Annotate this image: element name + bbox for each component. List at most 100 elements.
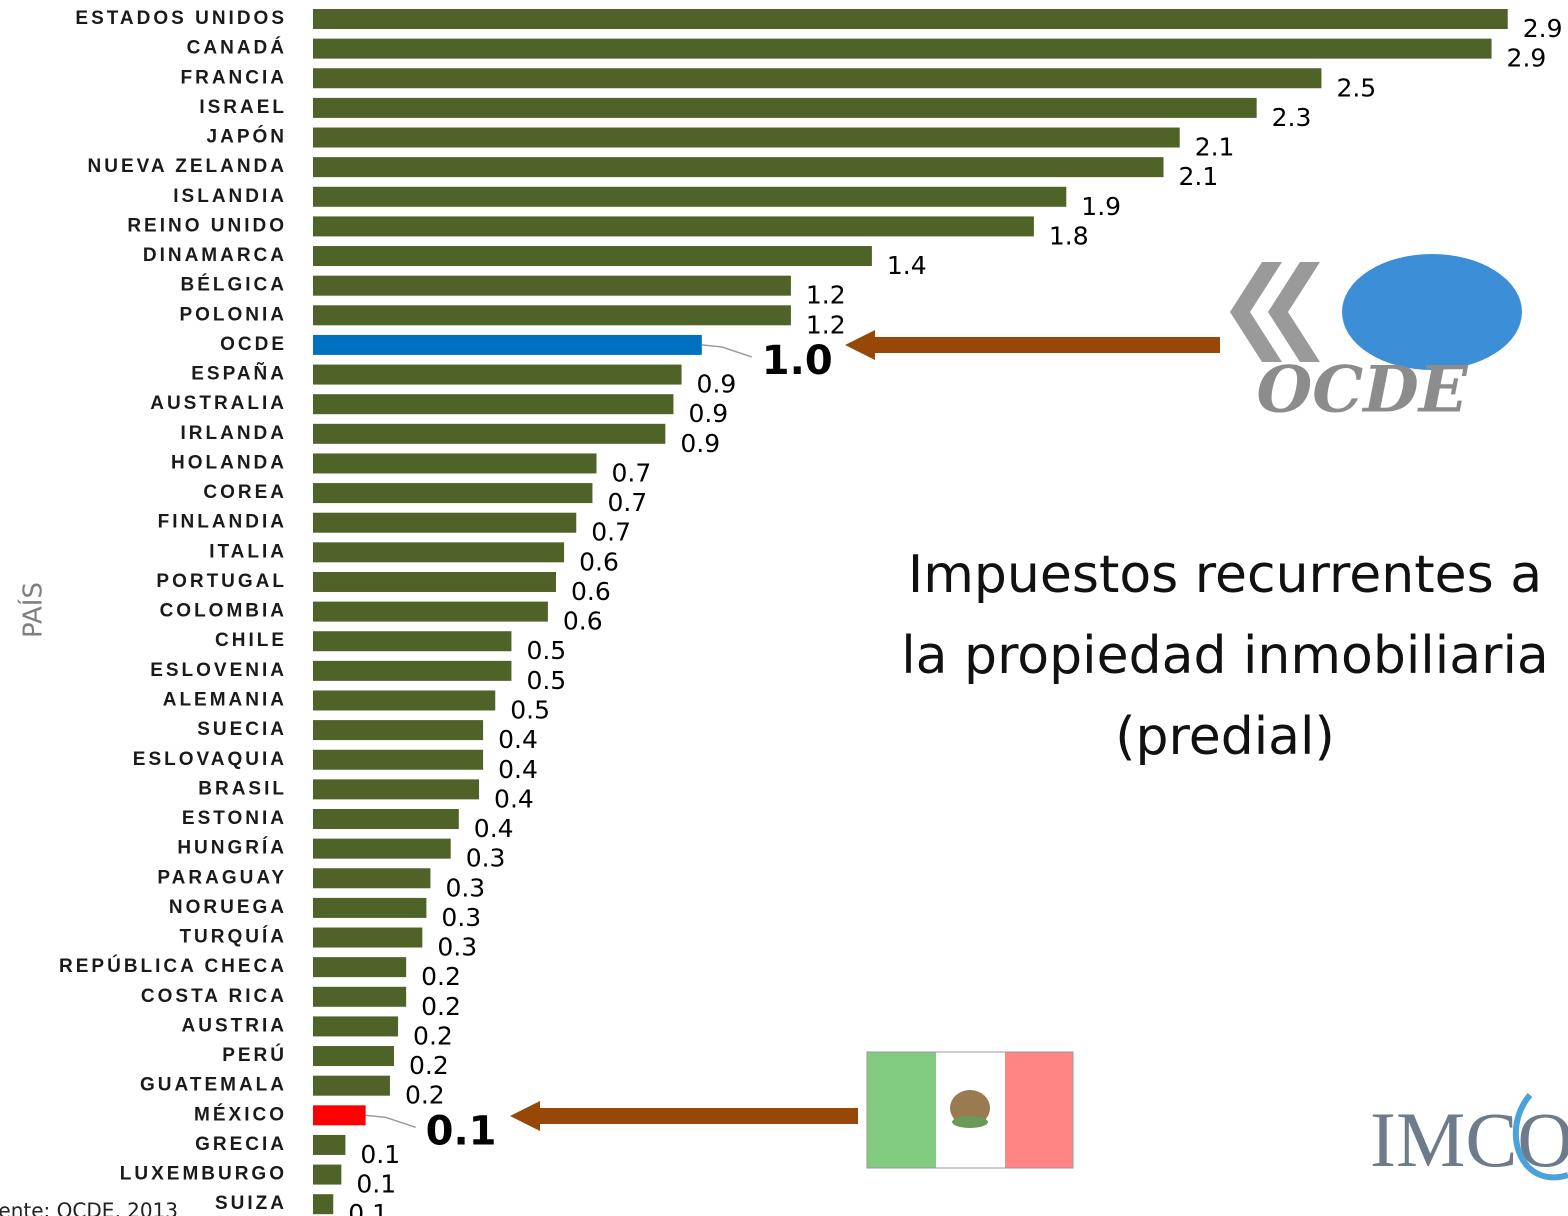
bar — [313, 720, 484, 741]
bar — [313, 631, 512, 652]
mexico-flag — [866, 1051, 1074, 1169]
bar — [313, 38, 1492, 59]
imco-logo: IMCO — [1370, 1093, 1568, 1183]
bar — [313, 749, 484, 770]
y-tick-label: ESTADOS UNIDOS — [75, 8, 287, 29]
bar — [313, 690, 496, 711]
y-tick-label: PERÚ — [222, 1044, 287, 1066]
data-label: 2.9 — [1523, 14, 1563, 43]
bar — [313, 986, 407, 1007]
data-label: 0.3 — [437, 933, 477, 962]
logo-text: OCDE — [1257, 353, 1469, 428]
data-label: 0.1 — [348, 1199, 388, 1216]
bar — [313, 157, 1164, 178]
bar — [313, 1075, 390, 1096]
data-label: 1.9 — [1081, 192, 1121, 221]
y-tick-label: DINAMARCA — [143, 245, 287, 266]
y-tick-label: AUSTRIA — [182, 1015, 287, 1036]
y-tick-label: LUXEMBURGO — [120, 1164, 287, 1185]
y-tick-label: NORUEGA — [169, 897, 287, 918]
arrow — [510, 1101, 858, 1131]
data-label: 2.1 — [1179, 162, 1219, 191]
bar — [313, 542, 565, 563]
data-label: 0.2 — [413, 1021, 453, 1050]
bar — [313, 897, 427, 918]
bar — [313, 216, 1034, 237]
y-tick-label: ESTONIA — [182, 808, 287, 829]
bar — [313, 305, 791, 326]
bar — [313, 483, 593, 504]
bar — [313, 127, 1180, 148]
y-tick-label: CANADÁ — [187, 37, 287, 59]
data-label: 0.9 — [697, 370, 737, 399]
y-tick-label: COLOMBIA — [160, 601, 287, 622]
data-label: 2.1 — [1195, 133, 1235, 162]
y-tick-label: ESPAÑA — [191, 363, 287, 385]
data-label: 0.3 — [441, 903, 481, 932]
data-label: 0.7 — [591, 518, 631, 547]
y-tick-label: JAPÓN — [207, 126, 287, 148]
bar — [313, 1134, 346, 1155]
data-label: 0.6 — [563, 607, 603, 636]
y-tick-label: ESLOVENIA — [150, 660, 287, 681]
bar — [313, 1194, 334, 1215]
bar — [313, 927, 423, 948]
y-tick-label: OCDE — [220, 334, 287, 355]
y-tick-label: GUATEMALA — [140, 1075, 287, 1096]
data-label: 0.2 — [409, 1051, 449, 1080]
y-tick-label: SUECIA — [197, 719, 287, 740]
data-label: 2.5 — [1336, 73, 1376, 102]
y-tick-label: CHILE — [215, 630, 287, 651]
y-tick-label: COREA — [203, 482, 287, 503]
bar — [313, 364, 682, 385]
data-label: 1.2 — [806, 281, 846, 310]
y-axis-label: PAÍS — [17, 582, 49, 638]
bar — [313, 957, 407, 978]
y-tick-label: PARAGUAY — [157, 867, 287, 888]
bar — [313, 9, 1508, 29]
bar — [313, 868, 431, 889]
data-label: 0.7 — [607, 488, 647, 517]
bar — [313, 275, 791, 296]
brand-text: IMCO — [1370, 1096, 1568, 1183]
y-tick-label: ESLOVAQUIA — [133, 749, 287, 770]
bar — [313, 571, 556, 592]
bar — [313, 68, 1322, 89]
data-label: 0.6 — [579, 547, 619, 576]
bar — [313, 453, 597, 474]
data-label: 0.7 — [612, 458, 652, 487]
data-label: 0.1 — [360, 1140, 400, 1169]
data-label: 0.3 — [466, 844, 506, 873]
y-tick-label: BRASIL — [198, 778, 287, 799]
data-label: 1.2 — [806, 310, 846, 339]
data-label: 0.2 — [421, 992, 461, 1021]
data-label: 1.8 — [1049, 221, 1089, 250]
bar — [313, 809, 459, 830]
bar — [313, 1046, 394, 1067]
bar — [313, 512, 577, 533]
y-tick-label: ISLANDIA — [173, 186, 287, 207]
data-label: 0.4 — [474, 814, 514, 843]
data-label: 0.9 — [688, 399, 728, 428]
arrow — [845, 330, 1220, 360]
data-label: 0.1 — [426, 1108, 497, 1154]
data-label: 0.4 — [494, 784, 534, 813]
leader-line — [365, 1114, 416, 1129]
data-label: 0.2 — [421, 962, 461, 991]
bar — [313, 779, 480, 800]
y-tick-label: HOLANDA — [171, 452, 287, 473]
data-label: 2.9 — [1507, 44, 1547, 73]
data-label: 0.5 — [510, 695, 550, 724]
bar — [313, 601, 548, 622]
bar — [313, 394, 674, 415]
y-tick-label: COSTA RICA — [141, 986, 287, 1007]
bar — [313, 838, 451, 859]
y-tick-label: GRECIA — [195, 1134, 287, 1155]
y-tick-label: HUNGRÍA — [177, 837, 287, 859]
data-label: 1.4 — [887, 251, 927, 280]
y-tick-label: ITALIA — [209, 541, 287, 562]
y-tick-label: POLONIA — [179, 304, 287, 325]
leader-line — [701, 344, 753, 358]
bar — [313, 97, 1257, 118]
